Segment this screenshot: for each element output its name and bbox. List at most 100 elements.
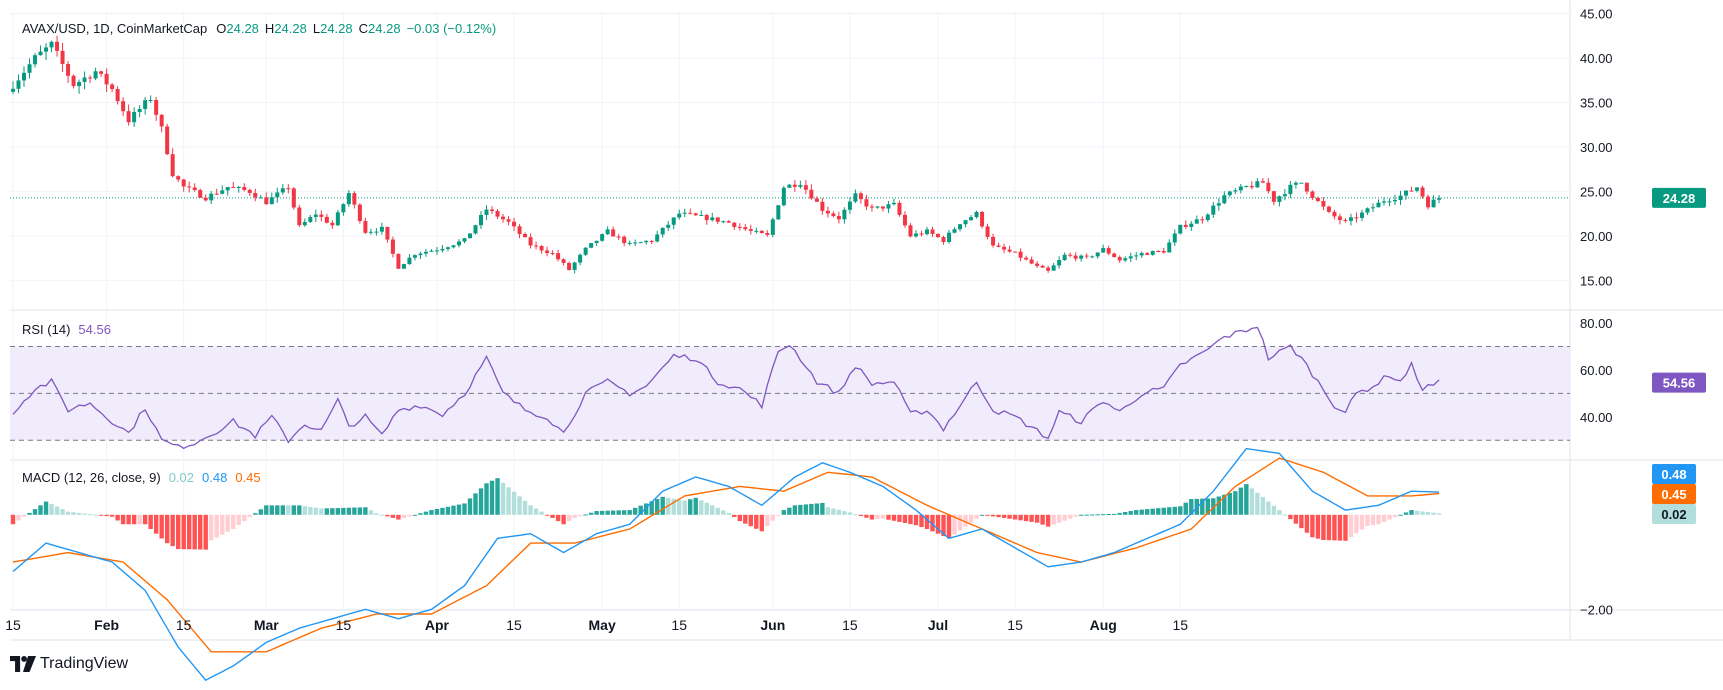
macd-histogram-bar xyxy=(594,511,599,515)
candle-body xyxy=(864,199,869,207)
candle-body xyxy=(1404,190,1409,196)
candle-body xyxy=(159,114,164,127)
candle-body xyxy=(1326,206,1331,212)
candle-body xyxy=(1073,255,1078,259)
rsi-tag-label: 54.56 xyxy=(1663,376,1696,391)
price-pane[interactable]: 45.00 40.00 35.00 30.00 25.00 20.00 15.00 24.2… xyxy=(10,7,1706,289)
candle-body xyxy=(853,193,858,202)
candle-body xyxy=(1090,256,1095,258)
rsi-legend: RSI (14) 54.56 xyxy=(22,322,111,337)
price-tick-label: 30.00 xyxy=(1580,140,1613,155)
candle-body xyxy=(1002,246,1007,250)
candle-body xyxy=(275,192,280,198)
macd-histogram-bar xyxy=(677,499,682,515)
candle-body xyxy=(682,212,687,214)
candle-body xyxy=(534,245,539,247)
macd-hist-value: 0.02 xyxy=(169,470,194,485)
candle-body xyxy=(1282,194,1287,197)
macd-histogram-bar xyxy=(820,502,825,515)
time-axis[interactable]: 15 Feb 15 Mar 15 Apr 15 May 15 Jun 15 Jul 15 Aug 15 xyxy=(5,617,1188,633)
signal-line-tag-bg xyxy=(1652,484,1696,504)
macd-histogram-bar xyxy=(1029,514,1034,522)
macd-histogram-bar xyxy=(1123,511,1128,515)
macd-histogram-bar xyxy=(1370,514,1376,526)
macd-histogram-bar xyxy=(269,505,274,515)
macd-histogram-bar xyxy=(1100,514,1106,516)
macd-histogram-bar xyxy=(605,510,610,515)
candle-body xyxy=(456,241,461,246)
candle-body xyxy=(1183,224,1188,227)
candle-body xyxy=(958,224,963,230)
macd-histogram-bar xyxy=(748,514,754,527)
macd-histogram-bar xyxy=(170,514,175,547)
macd-histogram-bar xyxy=(1403,512,1409,515)
candle-body xyxy=(308,217,313,222)
candle-body xyxy=(528,237,533,246)
macd-histogram-bar xyxy=(1222,494,1227,515)
candle-body xyxy=(495,211,500,217)
candle-body xyxy=(809,189,814,199)
macd-histogram-bar xyxy=(1156,508,1161,515)
macd-histogram-bar xyxy=(803,504,809,515)
high-label: H xyxy=(265,21,274,36)
candle-body xyxy=(374,231,379,233)
macd-histogram-bar xyxy=(649,501,654,515)
candle-body xyxy=(688,212,693,214)
candle-body xyxy=(77,81,82,87)
macd-histogram-bar xyxy=(660,496,665,515)
rsi-value-tag: 54.56 xyxy=(1652,372,1706,393)
macd-histogram-bar xyxy=(511,491,517,515)
rsi-line xyxy=(12,326,1440,450)
time-tick-label: Feb xyxy=(94,617,119,633)
candle-body xyxy=(1409,190,1414,192)
candle-body xyxy=(1200,219,1205,221)
symbol-label: AVAX/USD xyxy=(22,21,86,36)
macd-histogram-bar xyxy=(1376,514,1381,525)
macd-histogram-bar xyxy=(1106,514,1111,516)
macd-histogram-bar xyxy=(60,509,65,515)
macd-histogram-bar xyxy=(16,514,21,521)
candle-body xyxy=(1249,186,1254,188)
tradingview-brand[interactable]: TradingView xyxy=(10,652,128,676)
candle-body xyxy=(671,217,676,225)
macd-histogram-bar xyxy=(555,514,561,522)
candle-body xyxy=(880,206,885,209)
candle-body xyxy=(203,197,208,201)
candle-body xyxy=(220,190,225,194)
macd-histogram-bar xyxy=(1150,508,1155,515)
candle-body xyxy=(1117,257,1122,261)
macd-histogram-bar xyxy=(1266,501,1271,515)
macd-histogram-bar xyxy=(324,508,330,515)
candle-body xyxy=(919,233,924,235)
macd-histogram-bar xyxy=(1310,514,1315,538)
high-value: 24.28 xyxy=(274,21,307,36)
macd-histogram-bar xyxy=(1255,492,1260,515)
macd-histogram-bar xyxy=(242,514,247,522)
candle-body xyxy=(947,232,952,243)
macd-histogram-bar xyxy=(10,514,16,525)
candle-body xyxy=(484,209,489,215)
candle-body xyxy=(726,221,731,223)
macd-line xyxy=(12,447,1440,682)
macd-histogram-bar xyxy=(1425,512,1431,515)
candle-body xyxy=(633,242,638,244)
low-value: 24.28 xyxy=(320,21,353,36)
candle-body xyxy=(1024,257,1029,260)
candle-body xyxy=(820,201,825,211)
macd-histogram-bar xyxy=(1315,514,1321,539)
candle-body xyxy=(1040,265,1045,268)
candle-body xyxy=(545,250,550,254)
rsi-pane[interactable]: 80.00 60.00 40.00 54.56 RSI (14) 54.56 xyxy=(10,316,1706,450)
candle-body xyxy=(1343,220,1348,222)
candle-body xyxy=(1161,251,1166,253)
candle-body xyxy=(1189,223,1194,227)
macd-histogram-bar xyxy=(1398,514,1403,516)
close-label: C xyxy=(359,21,368,36)
macd-histogram-bar xyxy=(506,487,511,515)
macd-pane[interactable]: −2.00−4.00 0.48 0.45 0.02 MACD (12, 26, cl… xyxy=(10,447,1696,685)
time-tick-label: Mar xyxy=(254,617,279,633)
price-tick-label: 15.00 xyxy=(1580,273,1613,288)
macd-histogram-bar xyxy=(473,493,478,515)
macd-histogram-bar xyxy=(1216,496,1222,515)
